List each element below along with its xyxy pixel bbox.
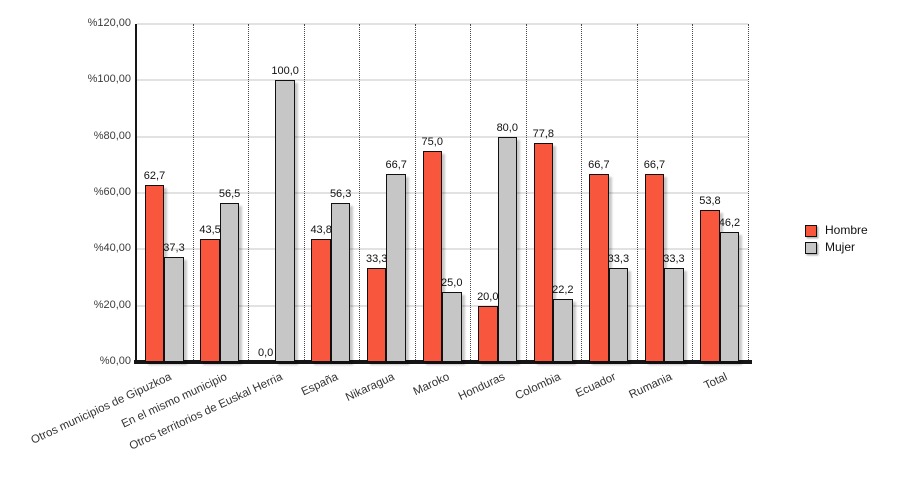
gridline-vertical-dotted [581, 24, 583, 360]
bar-value-label: 33,3 [607, 253, 630, 266]
gridline-vertical-dotted [414, 24, 416, 360]
legend: Hombre Mujer [805, 224, 868, 258]
bar-value-label: 77,8 [532, 127, 555, 140]
bar-value-label: 37,3 [163, 241, 185, 254]
bar-hombre-9 [644, 174, 665, 362]
y-axis-tick-label: %20,00 [93, 298, 131, 311]
bar-hombre-1 [200, 239, 220, 362]
x-axis-category-label: Ecuador [574, 371, 619, 400]
legend-row-hombre: Hombre [805, 224, 868, 237]
gridline-vertical-dotted [748, 24, 749, 360]
bar-mujer-7 [553, 299, 573, 362]
legend-label: Mujer [825, 240, 856, 254]
legend-swatch-icon [805, 241, 817, 254]
bar-value-label: 100,0 [271, 65, 299, 78]
y-axis-tick-label: %40,00 [93, 242, 131, 255]
x-axis-category-label: Total [702, 371, 730, 393]
bar-hombre-3 [311, 238, 331, 362]
gridline-horizontal [137, 23, 748, 25]
bar-value-label: 20,0 [477, 290, 499, 303]
y-axis-tick-label: %60,00 [93, 186, 131, 198]
gridline-vertical-dotted [470, 24, 472, 360]
bar-value-label: 62,7 [143, 170, 166, 183]
bar-hombre-4 [366, 268, 387, 362]
y-axis-tick-label: %80,00 [93, 129, 131, 142]
bar-mujer-1 [219, 202, 240, 362]
gridline-vertical-dotted [192, 24, 194, 360]
bar-value-label: 66,7 [385, 159, 407, 172]
bar-hombre-0 [144, 185, 165, 362]
bar-value-label: 43,8 [310, 223, 332, 236]
y-axis-line [134, 24, 137, 362]
gridline-horizontal [137, 135, 748, 138]
bar-value-label: 66,7 [643, 159, 666, 172]
gridline-horizontal [137, 192, 748, 194]
bar-value-label: 22,2 [552, 284, 574, 297]
x-axis-category-label: Rumania [626, 371, 674, 402]
bar-mujer-2 [275, 80, 295, 362]
gridline-vertical-dotted [248, 24, 250, 360]
bar-mujer-10 [719, 231, 740, 362]
bar-hombre-6 [478, 305, 498, 362]
gridline-vertical-dotted [303, 24, 305, 360]
bar-value-label: 46,2 [718, 216, 741, 229]
bar-mujer-3 [330, 203, 351, 362]
bar-hombre-8 [589, 174, 609, 362]
gridline-vertical-dotted [525, 24, 527, 360]
bar-value-label: 75,0 [421, 135, 443, 148]
legend-label: Hombre [825, 223, 868, 237]
x-axis-category-label: España [300, 371, 341, 399]
bar-mujer-4 [386, 174, 406, 362]
bar-mujer-9 [664, 268, 684, 362]
bar-value-label: 66,7 [588, 159, 610, 172]
bar-value-label: 43,5 [199, 224, 221, 237]
gridline-vertical-dotted [692, 24, 694, 360]
bar-hombre-5 [422, 150, 442, 362]
bar-value-label: 0,0 [257, 347, 274, 359]
bar-value-label: 56,3 [329, 188, 352, 201]
gridline-horizontal [137, 248, 748, 251]
y-axis-tick-label: %100,00 [87, 73, 131, 86]
bar-value-label: 80,0 [496, 121, 518, 134]
bar-value-label: 25,0 [441, 276, 463, 289]
y-axis-tick-label: %120,00 [87, 17, 131, 29]
bar-mujer-0 [164, 256, 184, 362]
gridline-vertical-dotted [636, 24, 638, 360]
legend-row-mujer: Mujer [805, 241, 868, 254]
x-axis-category-label: Honduras [456, 371, 508, 403]
bar-value-label: 53,8 [699, 195, 721, 208]
x-axis-category-label: Nikaragua [343, 371, 397, 405]
x-axis-category-label: Maroko [411, 371, 452, 399]
bar-hombre-7 [533, 142, 554, 362]
bar-mujer-8 [608, 268, 629, 362]
bar-mujer-5 [442, 291, 462, 362]
bar-value-label: 33,3 [663, 253, 685, 266]
bar-mujer-6 [497, 136, 518, 362]
bar-value-label: 33,3 [365, 253, 388, 266]
y-axis-tick-label: %0,00 [99, 355, 131, 367]
legend-swatch-icon [805, 224, 817, 237]
x-axis-category-label: Colombia [513, 371, 563, 403]
bar-value-label: 56,5 [218, 187, 241, 200]
bar-hombre-10 [700, 210, 720, 362]
gridline-horizontal [137, 79, 748, 82]
gridline-vertical-dotted [359, 24, 361, 360]
